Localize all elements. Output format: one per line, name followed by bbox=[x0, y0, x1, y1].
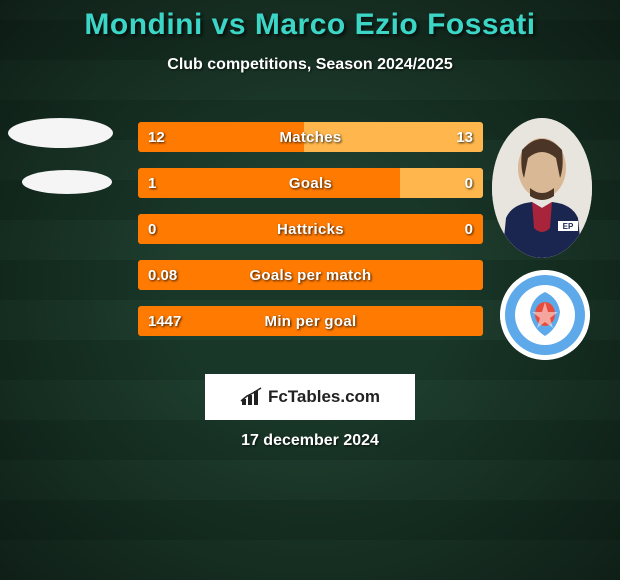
stat-label: Matches bbox=[138, 129, 483, 146]
svg-text:EP: EP bbox=[563, 222, 574, 231]
stat-row: 0.08Goals per match bbox=[138, 260, 483, 290]
date-line: 17 december 2024 bbox=[0, 432, 620, 450]
page-title: Mondini vs Marco Ezio Fossati bbox=[0, 0, 620, 42]
stat-label: Goals bbox=[138, 175, 483, 192]
player-avatar-icon: EP bbox=[492, 118, 592, 258]
player-right-column: EP bbox=[492, 118, 602, 360]
stats-container: 1213Matches 10Goals 00Hattricks 0.08Goals p… bbox=[138, 122, 483, 352]
stat-row: 00Hattricks bbox=[138, 214, 483, 244]
stat-label: Hattricks bbox=[138, 221, 483, 238]
stat-label: Min per goal bbox=[138, 313, 483, 330]
subtitle: Club competitions, Season 2024/2025 bbox=[0, 56, 620, 74]
player-left-club-placeholder bbox=[22, 170, 112, 194]
branding-box: FcTables.com bbox=[205, 374, 415, 420]
player-left-column bbox=[8, 118, 123, 216]
stat-row: 1213Matches bbox=[138, 122, 483, 152]
branding-text: FcTables.com bbox=[268, 387, 380, 407]
player-left-photo-placeholder bbox=[8, 118, 113, 148]
chart-icon bbox=[240, 387, 264, 407]
stat-row: 10Goals bbox=[138, 168, 483, 198]
stat-label: Goals per match bbox=[138, 267, 483, 284]
player-right-photo: EP bbox=[492, 118, 592, 258]
club-badge-icon bbox=[500, 270, 590, 360]
player-right-club-badge bbox=[500, 270, 590, 360]
stat-row: 1447Min per goal bbox=[138, 306, 483, 336]
